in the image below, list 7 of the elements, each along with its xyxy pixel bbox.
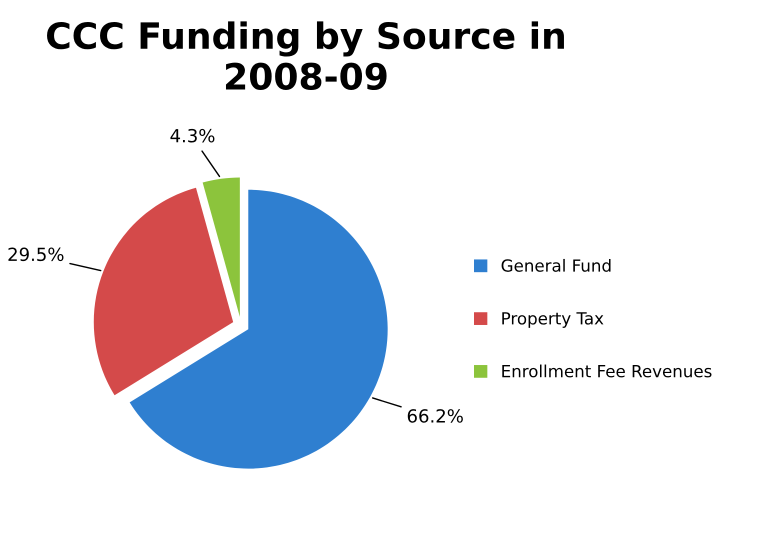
legend-label: Enrollment Fee Revenues bbox=[502, 364, 712, 378]
data-label: 29.5% bbox=[8, 247, 64, 262]
legend-label: Property Tax bbox=[502, 312, 604, 328]
legend-label: General Fund bbox=[502, 258, 611, 272]
data-label: 66.2% bbox=[408, 409, 463, 423]
data-label: 4.3% bbox=[170, 128, 214, 143]
chart-title: CCC Funding by Source in 2008-09 bbox=[47, 21, 564, 90]
